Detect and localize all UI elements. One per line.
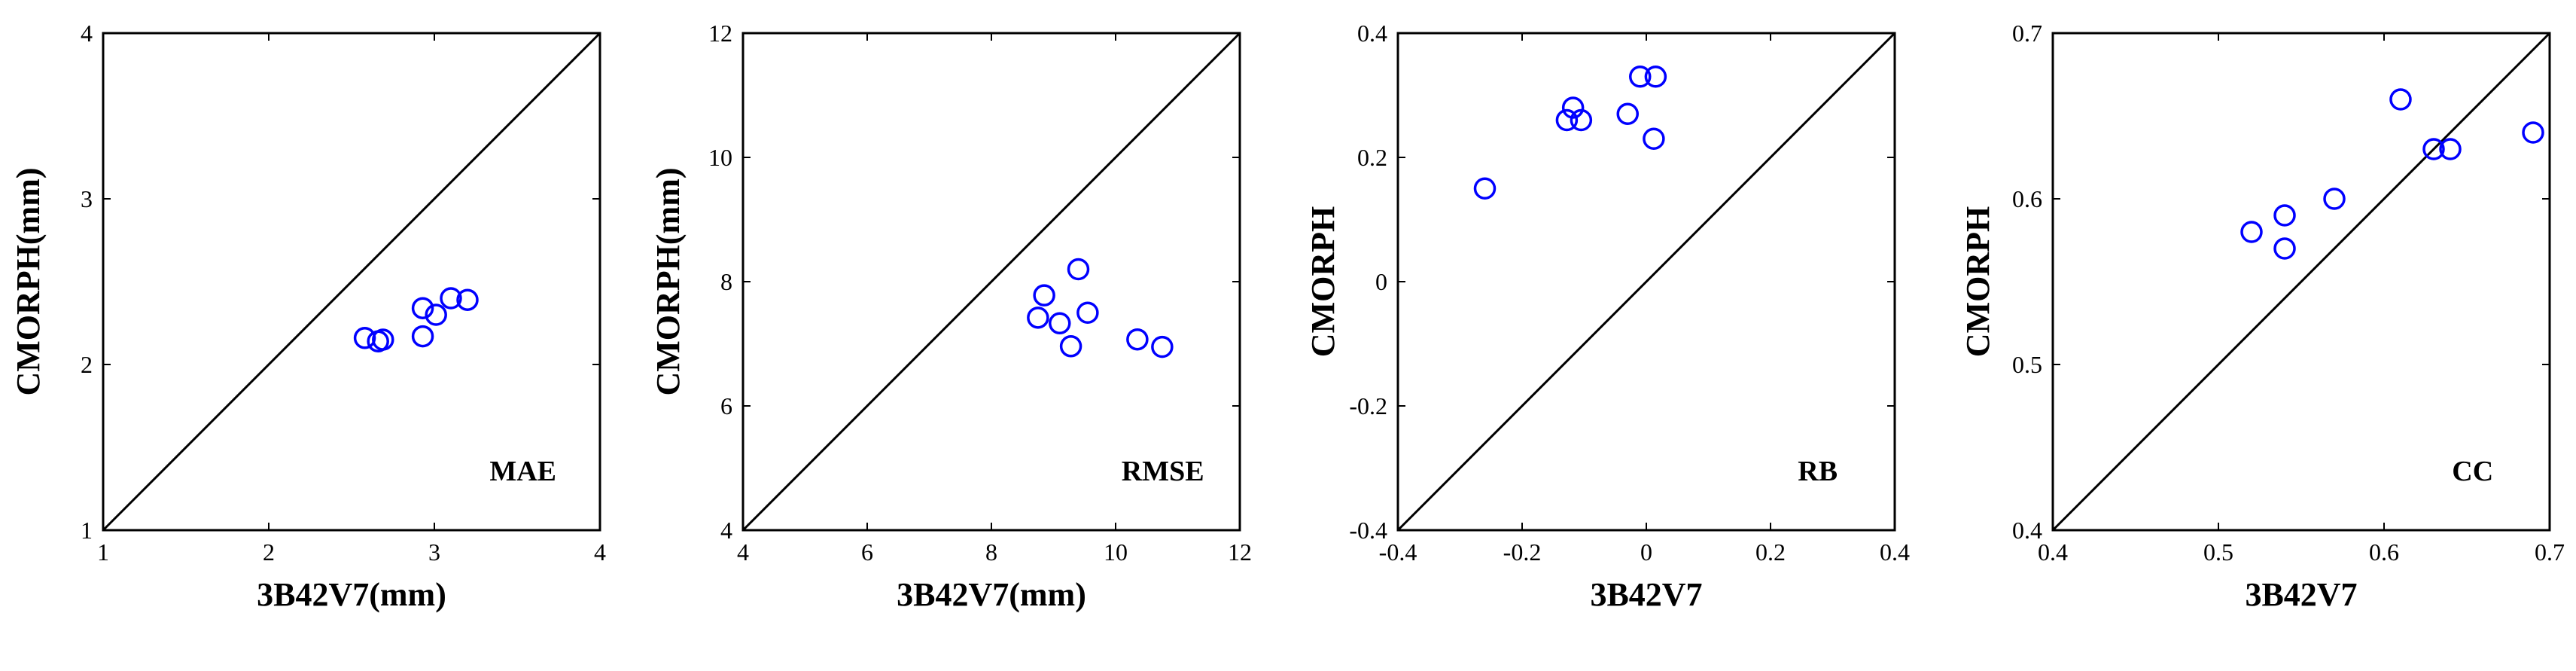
x-tick-label: 6: [861, 538, 873, 566]
y-axis-label: CMORPH: [1959, 206, 1996, 357]
panel-title: MAE: [489, 456, 556, 487]
x-axis-label: 3B42V7: [1590, 576, 1702, 613]
y-tick-label: 0.4: [1357, 20, 1387, 47]
panel-title: CC: [2452, 456, 2493, 487]
x-tick-label: 12: [1228, 538, 1252, 566]
data-point: [1616, 102, 1639, 125]
data-point: [1059, 335, 1082, 358]
x-tick-label: 4: [737, 538, 749, 566]
y-tick-label: 1: [81, 517, 93, 544]
y-axis-label: CMORPH: [1305, 206, 1341, 357]
panel-title: RB: [1798, 456, 1838, 487]
x-tick-label: 0.4: [2038, 538, 2068, 566]
data-point: [411, 297, 434, 319]
one-to-one-line: [1396, 32, 1896, 532]
x-tick-label: 0.6: [2369, 538, 2399, 566]
data-point: [1049, 312, 1071, 335]
data-point: [2240, 221, 2263, 243]
x-tick-label: -0.4: [1379, 538, 1417, 566]
data-point: [1555, 108, 1579, 132]
data-point: [1067, 258, 1090, 281]
panel-mae: 1 2 3 4 1 2 3 4 3B42V7(mm) CMORPH(mm) MAE: [10, 20, 606, 613]
data-point: [411, 325, 434, 348]
x-tick-label: 3: [428, 538, 440, 566]
y-tick-label: -0.2: [1349, 392, 1387, 419]
data-point: [1643, 127, 1665, 150]
y-tick-label: 10: [708, 144, 732, 171]
x-axis-label: 3B42V7(mm): [897, 576, 1086, 613]
y-tick-label: 4: [720, 517, 732, 544]
data-point: [425, 303, 447, 326]
x-axis-label: 3B42V7: [2245, 576, 2357, 613]
y-tick-label: 0.7: [2012, 20, 2042, 47]
data-point: [1076, 301, 1099, 324]
x-tick-label: 4: [594, 538, 606, 566]
x-tick-label: 0.4: [1880, 538, 1910, 566]
data-point: [2439, 138, 2462, 160]
y-tick-label: 3: [81, 185, 93, 212]
y-tick-label: 0: [1375, 268, 1387, 295]
one-to-one-line: [741, 32, 1241, 532]
data-point: [1629, 66, 1652, 88]
y-tick-label: 0.4: [2012, 517, 2042, 544]
data-point: [1033, 284, 1055, 307]
panel-cc: 0.4 0.5 0.6 0.7 0.4 0.5 0.6 0.7 3B42V7 CMORPH CC: [1959, 20, 2565, 613]
data-point: [353, 327, 376, 349]
data-point: [1570, 108, 1593, 132]
y-tick-label: 0.2: [1357, 144, 1387, 171]
data-point: [2323, 188, 2346, 210]
x-tick-label: 0.2: [1755, 538, 1786, 566]
panel-rmse: 4 6 8 10 12 4 6 8 10 12 3B42V7(mm) CMORPH(mm) RMSE: [650, 20, 1252, 613]
data-point: [1644, 66, 1667, 88]
data-point: [1473, 177, 1497, 200]
axes-box: [2051, 32, 2551, 532]
x-axis-label: 3B42V7(mm): [257, 576, 446, 613]
x-tick-label: -0.2: [1503, 538, 1542, 566]
x-tick-label: 0.7: [2535, 538, 2565, 566]
y-tick-label: 2: [81, 351, 93, 378]
x-tick-label: 0.5: [2203, 538, 2233, 566]
one-to-one-line: [2051, 32, 2551, 532]
data-point: [372, 328, 394, 351]
data-point: [2389, 88, 2412, 111]
data-point: [2273, 204, 2296, 227]
y-tick-label: 0.6: [2012, 185, 2042, 212]
x-tick-label: 2: [263, 538, 275, 566]
x-tick-label: 8: [985, 538, 997, 566]
data-point: [2422, 138, 2445, 160]
x-tick-label: 10: [1104, 538, 1128, 566]
x-tick-label: 0: [1640, 538, 1652, 566]
data-point: [456, 288, 479, 311]
y-tick-label: 6: [720, 392, 732, 419]
data-point: [1126, 328, 1149, 351]
data-point: [2522, 121, 2544, 144]
data-point: [1561, 96, 1585, 119]
y-axis-label: CMORPH(mm): [10, 167, 47, 395]
panel-title: RMSE: [1122, 456, 1204, 487]
y-axis-label: CMORPH(mm): [650, 167, 687, 395]
y-tick-label: 4: [81, 20, 93, 47]
y-tick-label: 8: [720, 268, 732, 295]
data-point: [440, 287, 462, 310]
y-tick-label: 12: [708, 20, 732, 47]
data-point: [2273, 237, 2296, 260]
data-point: [1027, 307, 1049, 329]
axes-box: [102, 32, 601, 532]
panel-rb: -0.4 -0.2 0 0.2 0.4 -0.4 -0.2 0 0.2 0.4 3B42V7 CMOR…: [1305, 20, 1910, 613]
x-tick-label: 1: [97, 538, 109, 566]
y-tick-label: -0.4: [1349, 517, 1387, 544]
data-point: [1151, 335, 1174, 358]
one-to-one-line: [102, 32, 601, 532]
y-tick-label: 0.5: [2012, 351, 2042, 378]
